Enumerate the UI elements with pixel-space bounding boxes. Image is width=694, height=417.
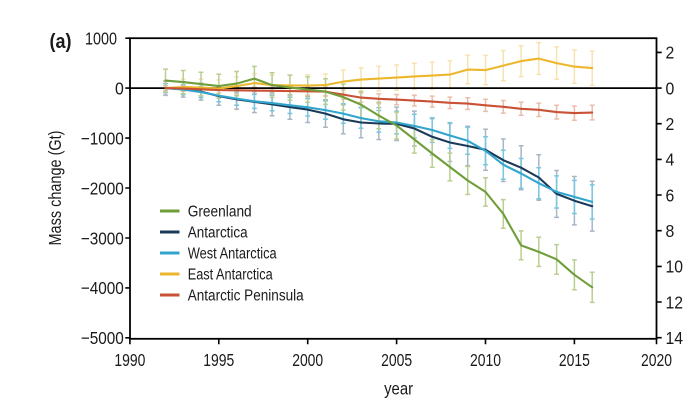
svg-text:Antarctica: Antarctica bbox=[188, 225, 248, 242]
svg-text:4: 4 bbox=[666, 150, 675, 170]
svg-text:2015: 2015 bbox=[559, 350, 590, 370]
svg-text:West Antarctica: West Antarctica bbox=[188, 246, 277, 263]
svg-text:2020: 2020 bbox=[641, 350, 672, 370]
svg-text:1000: 1000 bbox=[85, 29, 117, 49]
svg-text:2005: 2005 bbox=[381, 350, 412, 370]
svg-text:East Antarctica: East Antarctica bbox=[188, 267, 273, 284]
svg-text:Mass change (Gt): Mass change (Gt) bbox=[45, 131, 65, 246]
svg-text:8: 8 bbox=[666, 221, 675, 241]
svg-text:Antarctic Peninsula: Antarctic Peninsula bbox=[188, 288, 304, 305]
svg-text:−1000: −1000 bbox=[81, 128, 124, 148]
svg-text:−4000: −4000 bbox=[81, 278, 124, 298]
svg-text:1995: 1995 bbox=[203, 350, 234, 370]
svg-text:1990: 1990 bbox=[114, 350, 145, 370]
svg-text:10: 10 bbox=[666, 257, 684, 277]
svg-text:14: 14 bbox=[666, 328, 684, 348]
svg-text:0: 0 bbox=[115, 78, 124, 98]
svg-text:6: 6 bbox=[666, 185, 675, 205]
svg-text:2000: 2000 bbox=[292, 350, 323, 370]
svg-text:2: 2 bbox=[666, 114, 675, 134]
svg-text:year: year bbox=[384, 379, 413, 399]
svg-text:−3000: −3000 bbox=[81, 228, 124, 248]
svg-text:Greenland: Greenland bbox=[188, 204, 252, 221]
svg-text:−5000: −5000 bbox=[81, 328, 124, 348]
svg-text:0: 0 bbox=[666, 78, 675, 98]
svg-text:2010: 2010 bbox=[470, 350, 501, 370]
svg-text:−2000: −2000 bbox=[81, 178, 124, 198]
svg-text:12: 12 bbox=[666, 292, 684, 312]
svg-text:2: 2 bbox=[666, 43, 675, 63]
svg-text:(a): (a) bbox=[50, 31, 72, 53]
